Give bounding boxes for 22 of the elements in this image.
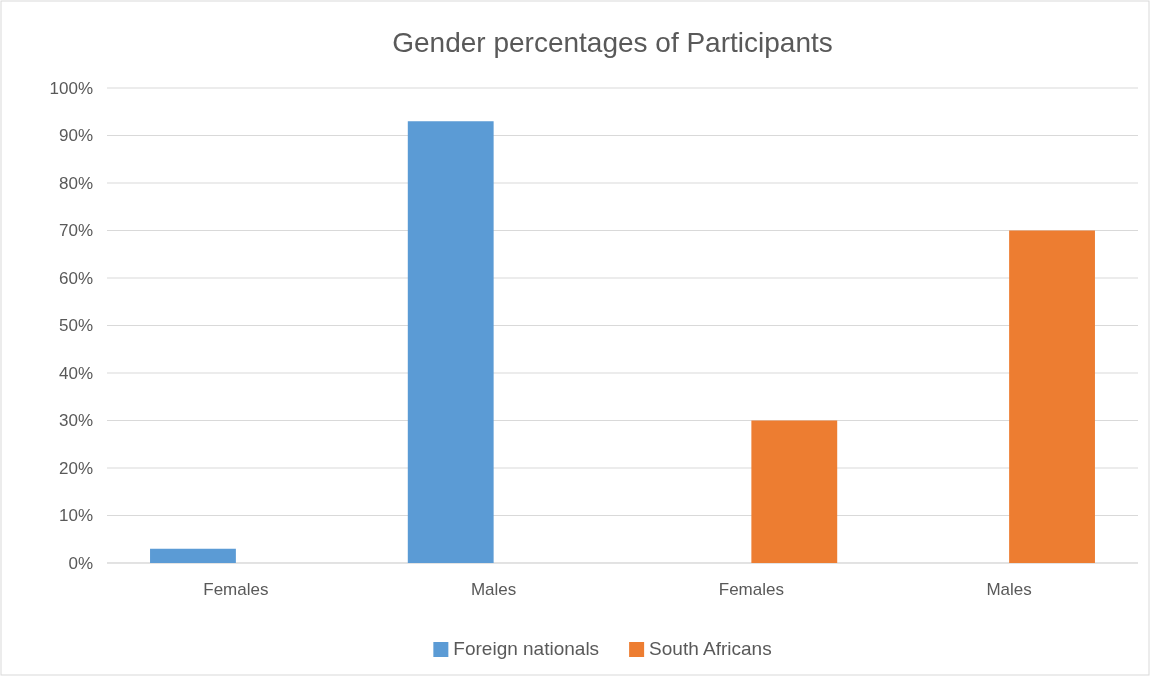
y-tick-label: 70% <box>58 221 93 241</box>
x-tick-label: Males <box>470 580 517 600</box>
x-tick-label: Females <box>203 580 269 600</box>
bar <box>407 121 494 563</box>
bar <box>150 548 236 563</box>
y-tick-label: 80% <box>58 173 93 193</box>
x-tick-label: Males <box>986 580 1032 600</box>
bar <box>751 420 838 563</box>
bar <box>1009 230 1095 563</box>
y-tick-label: 20% <box>58 458 93 478</box>
y-tick-label: 50% <box>58 316 93 336</box>
y-tick-label: 60% <box>58 268 93 288</box>
legend-label: South Africans <box>649 638 772 659</box>
y-tick-label: 40% <box>58 363 93 383</box>
y-tick-label: 0% <box>68 553 93 573</box>
chart-title: Gender percentages of Participants <box>392 27 833 58</box>
y-tick-label: 90% <box>58 126 93 146</box>
y-tick-label: 10% <box>58 506 93 526</box>
y-tick-label: 100% <box>49 78 93 98</box>
y-tick-label: 30% <box>58 411 93 431</box>
legend-label: Foreign nationals <box>453 638 600 659</box>
x-tick-label: Females <box>718 580 784 600</box>
